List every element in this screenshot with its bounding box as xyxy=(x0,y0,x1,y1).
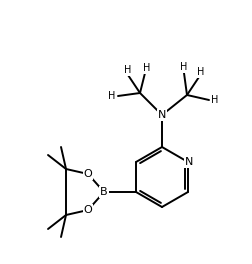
Text: N: N xyxy=(158,110,166,120)
Text: H: H xyxy=(197,67,205,77)
Text: H: H xyxy=(180,62,188,72)
Text: O: O xyxy=(84,169,92,179)
Text: H: H xyxy=(124,65,132,75)
Text: H: H xyxy=(211,95,219,105)
Text: H: H xyxy=(108,91,116,101)
Text: B: B xyxy=(100,187,108,197)
Text: N: N xyxy=(185,157,193,167)
Text: H: H xyxy=(143,63,151,73)
Text: O: O xyxy=(84,205,92,215)
